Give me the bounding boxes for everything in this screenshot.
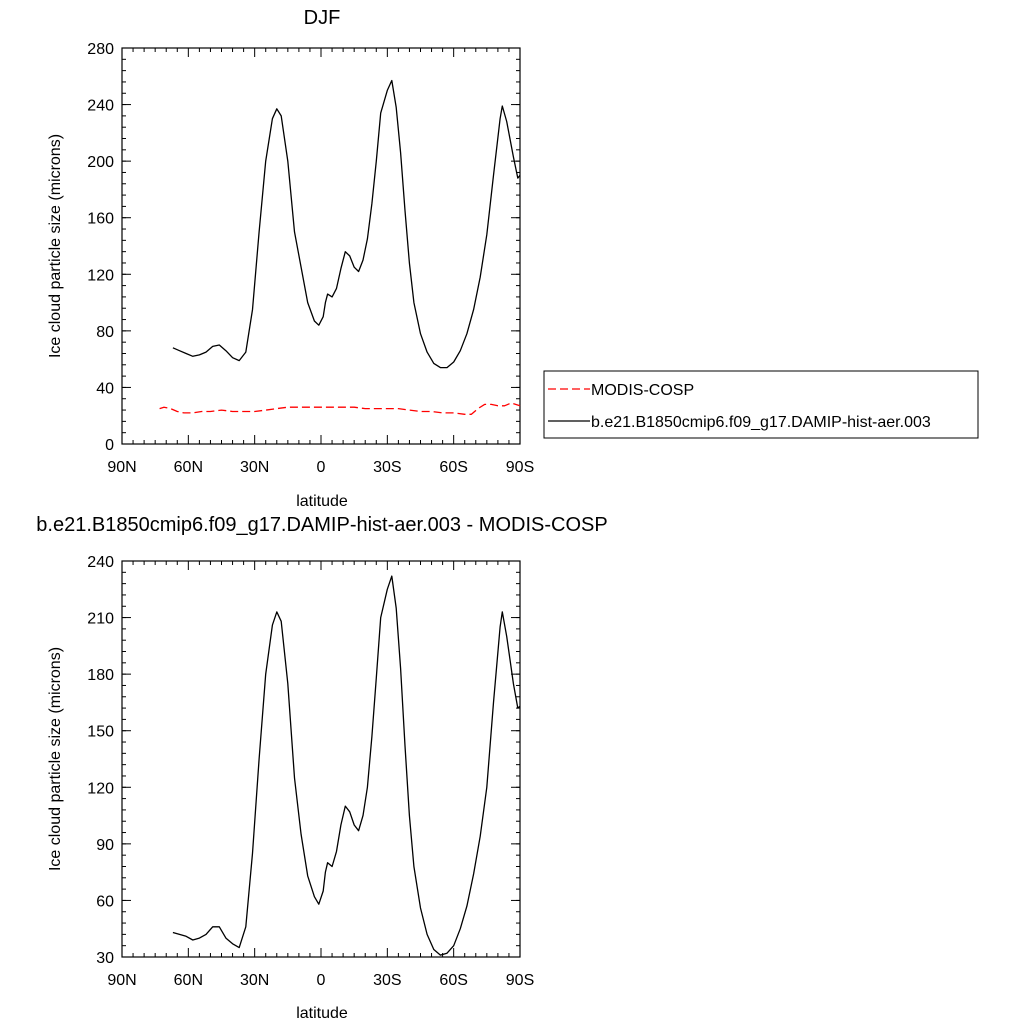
series-line-0	[159, 402, 521, 415]
x-tick-label: 30N	[240, 972, 269, 989]
y-tick-label: 180	[87, 667, 114, 684]
y-tick-label: 120	[87, 780, 114, 797]
x-tick-label: 30S	[373, 459, 401, 476]
bottom-panel-ticks	[121, 560, 521, 958]
bottom-panel-series	[172, 575, 521, 956]
x-tick-label: 90S	[506, 972, 534, 989]
top-panel-x-axis-label: latitude	[296, 493, 348, 510]
bottom-panel-y-axis-label: Ice cloud particle size (microns)	[47, 647, 64, 871]
y-tick-label: 210	[87, 611, 114, 628]
y-tick-label: 240	[87, 554, 114, 571]
bottom-panel-y-tick-labels: 30 60 90 120 150 180 210 240	[87, 554, 114, 967]
x-tick-label: 90N	[107, 972, 136, 989]
legend-entry-modis-cosp: MODIS-COSP	[591, 382, 694, 399]
legend-entry-model: b.e21.B1850cmip6.f09_g17.DAMIP-hist-aer.…	[591, 414, 931, 431]
y-tick-label: 280	[87, 41, 114, 58]
top-panel-frame	[121, 47, 521, 445]
x-tick-label: 60S	[439, 459, 467, 476]
top-panel-series	[159, 79, 521, 415]
x-tick-label: 90S	[506, 459, 534, 476]
y-tick-label: 150	[87, 724, 114, 741]
y-tick-label: 240	[87, 98, 114, 115]
y-tick-label: 90	[96, 837, 114, 854]
bottom-panel-x-tick-labels: 90N 60N 30N 0 30S 60S 90S	[107, 972, 534, 989]
x-tick-label: 0	[317, 459, 326, 476]
top-panel-x-tick-labels: 90N 60N 30N 0 30S 60S 90S	[107, 459, 534, 476]
y-tick-label: 80	[96, 324, 114, 341]
y-tick-label: 120	[87, 267, 114, 284]
bottom-panel: b.e21.B1850cmip6.f09_g17.DAMIP-hist-aer.…	[36, 514, 607, 1022]
x-tick-label: 90N	[107, 459, 136, 476]
y-tick-label: 200	[87, 154, 114, 171]
top-panel: DJF 90N 60N 30N 0 30S 60S 90S 0 40 80 120 160 200 24…	[47, 7, 534, 510]
top-panel-title: DJF	[304, 7, 341, 29]
series-line-1	[172, 79, 521, 369]
y-tick-label: 40	[96, 380, 114, 397]
bottom-panel-x-axis-label: latitude	[296, 1005, 348, 1022]
x-tick-label: 60S	[439, 972, 467, 989]
top-panel-y-tick-labels: 0 40 80 120 160 200 240 280	[87, 41, 114, 454]
x-tick-label: 0	[317, 972, 326, 989]
y-tick-label: 60	[96, 893, 114, 910]
series-line-0	[172, 575, 521, 956]
bottom-panel-title: b.e21.B1850cmip6.f09_g17.DAMIP-hist-aer.…	[36, 514, 607, 536]
y-tick-label: 30	[96, 950, 114, 967]
legend: MODIS-COSP b.e21.B1850cmip6.f09_g17.DAMI…	[543, 370, 979, 439]
y-tick-label: 160	[87, 211, 114, 228]
x-tick-label: 60N	[174, 972, 203, 989]
legend-frame	[543, 370, 979, 439]
x-tick-label: 30N	[240, 459, 269, 476]
x-tick-label: 60N	[174, 459, 203, 476]
y-tick-label: 0	[105, 437, 114, 454]
top-panel-ticks	[121, 47, 521, 445]
top-panel-y-axis-label: Ice cloud particle size (microns)	[47, 134, 64, 358]
x-tick-label: 30S	[373, 972, 401, 989]
